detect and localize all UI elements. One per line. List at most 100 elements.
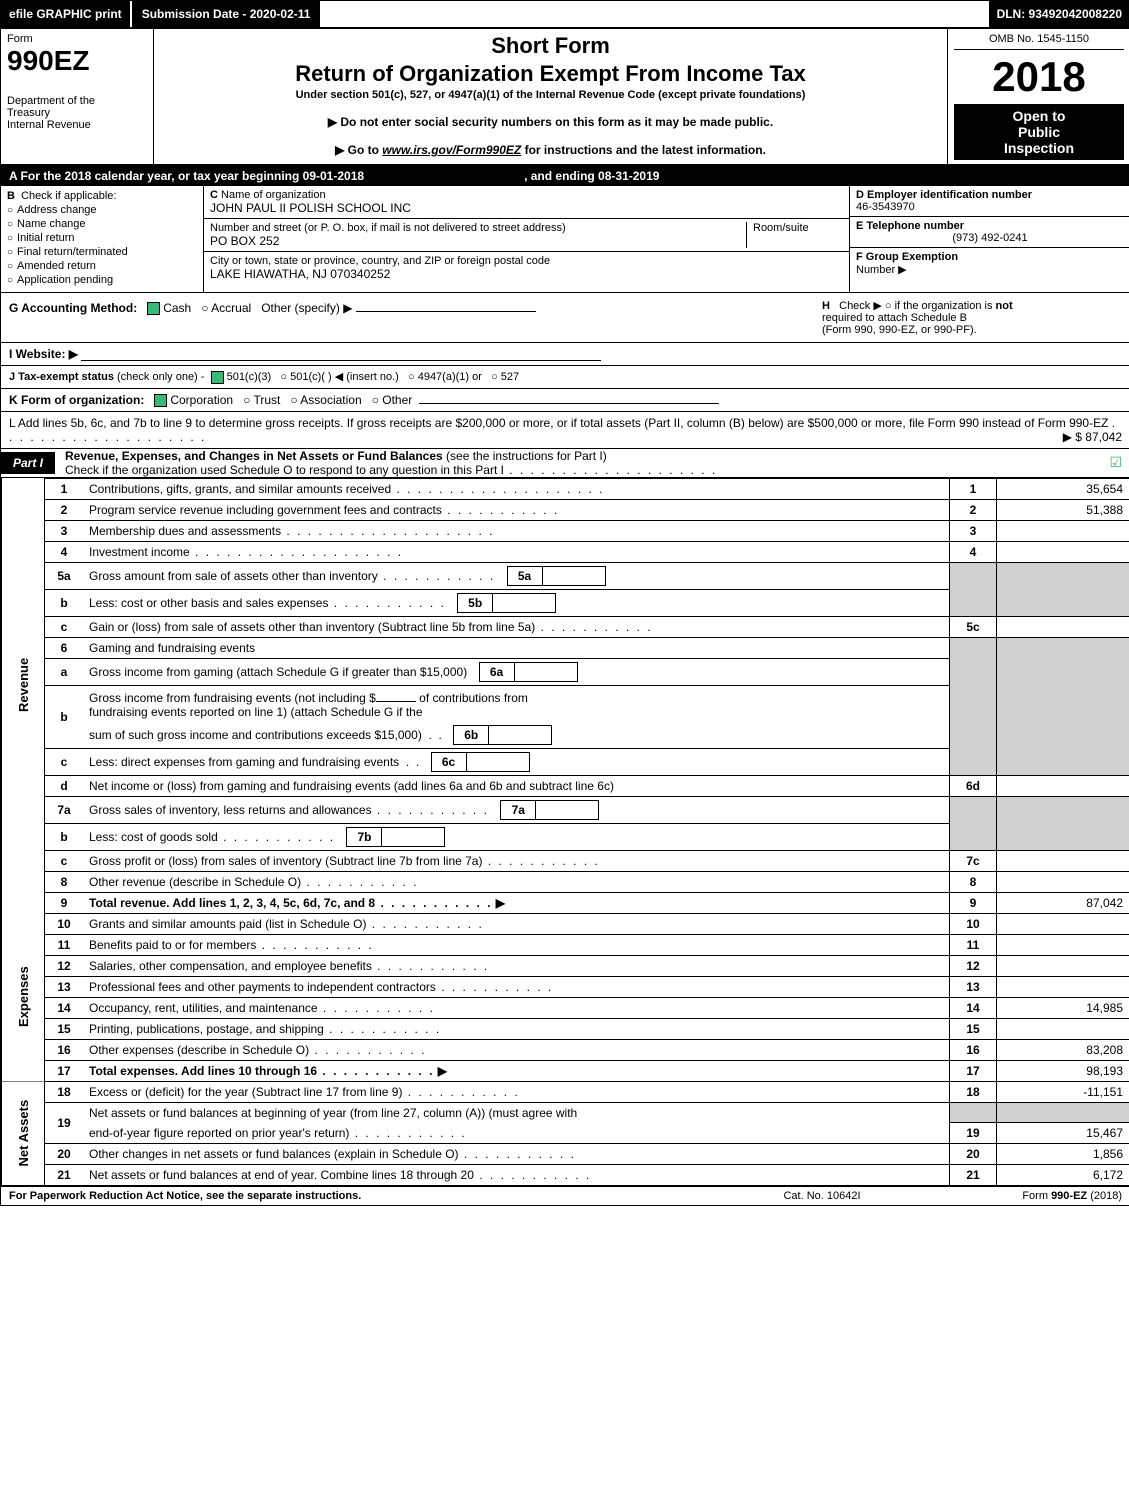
grey-6-val	[997, 637, 1129, 775]
part1-header: Part I Revenue, Expenses, and Changes in…	[1, 449, 1129, 478]
addr-label: Number and street (or P. O. box, if mail…	[210, 222, 566, 234]
section-l: L Add lines 5b, 6c, and 7b to line 9 to …	[1, 412, 1129, 449]
l1-box: 1	[950, 478, 997, 499]
footer-right: Form 990-EZ (2018)	[922, 1190, 1122, 1202]
section-k: K Form of organization: Corporation ○ Tr…	[1, 389, 1129, 412]
l16-text: Other expenses (describe in Schedule O)	[89, 1043, 309, 1057]
l10-text: Grants and similar amounts paid (list in…	[89, 917, 366, 931]
l6b-subval	[489, 726, 551, 744]
section-h: H Check ▶ ○ if the organization is not r…	[814, 293, 1129, 342]
grey-7-val	[997, 796, 1129, 850]
l21-num: 21	[45, 1165, 84, 1186]
j-label: J Tax-exempt status	[9, 371, 114, 383]
radio-icon: ○	[7, 247, 13, 258]
l7b-num: b	[45, 823, 84, 850]
l13-box: 13	[950, 976, 997, 997]
line-18: Net Assets 18 Excess or (deficit) for th…	[2, 1081, 1129, 1102]
line-13: 13 Professional fees and other payments …	[2, 976, 1129, 997]
instruction-2: ▶ Go to www.irs.gov/Form990EZ for instru…	[162, 143, 939, 157]
l14-desc: Occupancy, rent, utilities, and maintena…	[83, 997, 950, 1018]
form-label: Form	[7, 33, 147, 45]
radio-icon: ○	[372, 393, 379, 407]
l6b-pre: Gross income from fundraising events (no…	[89, 691, 376, 705]
dots	[459, 1147, 576, 1161]
l10-num: 10	[45, 913, 84, 934]
dots	[372, 803, 489, 817]
l7c-num: c	[45, 850, 84, 871]
l16-val: 83,208	[997, 1039, 1129, 1060]
l13-val	[997, 976, 1129, 997]
l7a-sub: 7a	[501, 801, 536, 819]
part1-checkmark-icon: ☑	[1109, 454, 1129, 471]
l5a-text: Gross amount from sale of assets other t…	[89, 569, 378, 583]
grey-19	[950, 1102, 997, 1123]
line-4: 4 Investment income 4	[2, 541, 1129, 562]
dots	[301, 875, 418, 889]
l5a-num: 5a	[45, 562, 84, 589]
l6a-inner: 6a	[479, 662, 578, 682]
l6b-desc3: sum of such gross income and contributio…	[83, 722, 950, 749]
line-5a: 5a Gross amount from sale of assets othe…	[2, 562, 1129, 589]
l5c-num: c	[45, 616, 84, 637]
form-container: efile GRAPHIC print Submission Date - 20…	[0, 0, 1129, 1206]
form-number: 990EZ	[7, 45, 147, 77]
l1-desc: Contributions, gifts, grants, and simila…	[83, 478, 950, 499]
opt4: 527	[501, 371, 519, 383]
line-12: 12 Salaries, other compensation, and emp…	[2, 955, 1129, 976]
l6d-num: d	[45, 775, 84, 796]
l7b-inner: 7b	[346, 827, 445, 847]
part1-subtitle: (see the instructions for Part I)	[446, 449, 607, 463]
dots	[372, 959, 489, 973]
k-label: K Form of organization:	[9, 393, 144, 407]
f-label: F Group Exemption	[856, 251, 958, 263]
line-3: 3 Membership dues and assessments 3	[2, 520, 1129, 541]
l20-text: Other changes in net assets or fund bala…	[89, 1147, 459, 1161]
line-1: Revenue 1 Contributions, gifts, grants, …	[2, 478, 1129, 499]
l17-desc: Total expenses. Add lines 10 through 16 …	[83, 1060, 950, 1081]
opt1: 501(c)(3)	[227, 371, 272, 383]
l12-text: Salaries, other compensation, and employ…	[89, 959, 372, 973]
l-amount: ▶ $ 87,042	[1063, 430, 1122, 444]
l14-val: 14,985	[997, 997, 1129, 1018]
l17-box: 17	[950, 1060, 997, 1081]
l6b-blank	[376, 689, 416, 702]
l16-num: 16	[45, 1039, 84, 1060]
radio-icon: ○	[408, 371, 415, 383]
top-bar: efile GRAPHIC print Submission Date - 20…	[1, 1, 1129, 29]
line-17: 17 Total expenses. Add lines 10 through …	[2, 1060, 1129, 1081]
l1-text: Contributions, gifts, grants, and simila…	[89, 482, 391, 496]
l7c-desc: Gross profit or (loss) from sales of inv…	[83, 850, 950, 871]
l6c-inner: 6c	[431, 752, 530, 772]
dots	[309, 1043, 426, 1057]
dots	[402, 1085, 519, 1099]
d-label: D Employer identification number	[856, 189, 1032, 201]
l6c-sub: 6c	[432, 753, 467, 771]
e-label: E Telephone number	[856, 220, 964, 232]
phone-val: (973) 492-0241	[856, 232, 1124, 244]
radio-icon: ○	[7, 219, 13, 230]
line-14: 14 Occupancy, rent, utilities, and maint…	[2, 997, 1129, 1018]
instr2-link[interactable]: www.irs.gov/Form990EZ	[382, 143, 521, 157]
i-label: I Website: ▶	[9, 347, 78, 361]
l2-num: 2	[45, 499, 84, 520]
header-right: OMB No. 1545-1150 2018 Open to Public In…	[948, 29, 1129, 164]
open-public-box: Open to Public Inspection	[954, 104, 1124, 160]
l4-box: 4	[950, 541, 997, 562]
addr-row: Number and street (or P. O. box, if mail…	[204, 219, 849, 252]
dots	[218, 830, 335, 844]
l3-desc: Membership dues and assessments	[83, 520, 950, 541]
line-7a: 7a Gross sales of inventory, less return…	[2, 796, 1129, 823]
b-subtitle: Check if applicable:	[21, 190, 116, 202]
radio-icon: ○	[7, 261, 13, 272]
l15-text: Printing, publications, postage, and shi…	[89, 1022, 324, 1036]
omb-number: OMB No. 1545-1150	[954, 33, 1124, 50]
dots	[324, 1022, 441, 1036]
l6a-subval	[515, 663, 577, 681]
c-letter: C	[210, 189, 218, 201]
app-pending-label: Application pending	[17, 274, 113, 286]
addr-val: PO BOX 252	[210, 234, 279, 248]
l10-val	[997, 913, 1129, 934]
l6b-num: b	[45, 685, 84, 748]
f-label2: Number ▶	[856, 264, 907, 276]
l19-val: 15,467	[997, 1123, 1129, 1144]
